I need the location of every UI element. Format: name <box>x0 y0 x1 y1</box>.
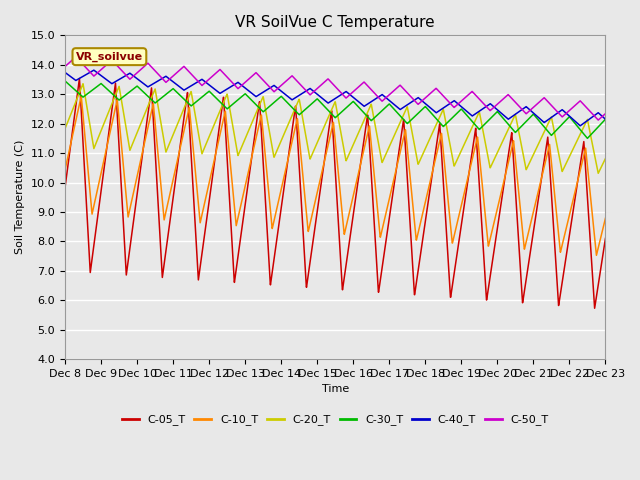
C-10_T <box>602 216 609 221</box>
Line: C-50_T: C-50_T <box>65 57 605 120</box>
C-50_T <box>602 111 609 117</box>
Legend: C-05_T, C-10_T, C-20_T, C-30_T, C-40_T, C-50_T: C-05_T, C-10_T, C-20_T, C-30_T, C-40_T, … <box>117 410 553 430</box>
C-10_T <box>269 225 276 231</box>
X-axis label: Time: Time <box>322 384 349 395</box>
C-20_T <box>155 108 163 114</box>
Line: C-10_T: C-10_T <box>65 96 605 255</box>
C-05_T <box>602 236 609 241</box>
C-05_T <box>533 206 541 212</box>
C-05_T <box>292 107 300 113</box>
C-30_T <box>155 97 163 103</box>
C-05_T <box>61 185 69 191</box>
C-40_T <box>533 113 541 119</box>
C-20_T <box>79 81 87 86</box>
Line: C-20_T: C-20_T <box>65 84 605 173</box>
Line: C-30_T: C-30_T <box>65 81 605 138</box>
C-50_T <box>292 77 300 83</box>
C-05_T <box>155 215 163 221</box>
C-40_T <box>292 95 300 100</box>
C-10_T <box>77 93 85 99</box>
C-50_T <box>591 114 599 120</box>
C-40_T <box>61 70 69 75</box>
C-20_T <box>269 146 276 152</box>
C-10_T <box>61 167 69 173</box>
Title: VR SoilVue C Temperature: VR SoilVue C Temperature <box>236 15 435 30</box>
C-40_T <box>591 112 599 118</box>
C-20_T <box>602 156 609 161</box>
C-30_T <box>268 101 276 107</box>
C-40_T <box>123 72 131 78</box>
C-40_T <box>602 116 609 122</box>
C-40_T <box>269 84 276 89</box>
C-20_T <box>123 130 131 135</box>
C-30_T <box>591 128 599 133</box>
C-05_T <box>591 305 598 311</box>
C-50_T <box>155 72 163 78</box>
C-30_T <box>584 135 591 141</box>
C-20_T <box>292 104 300 109</box>
Y-axis label: Soil Temperature (C): Soil Temperature (C) <box>15 140 25 254</box>
C-20_T <box>61 126 69 132</box>
C-10_T <box>292 122 300 128</box>
C-30_T <box>61 78 69 84</box>
C-50_T <box>595 117 602 123</box>
C-20_T <box>533 144 541 150</box>
C-05_T <box>123 268 131 274</box>
C-50_T <box>72 54 79 60</box>
C-30_T <box>123 91 131 97</box>
C-40_T <box>577 123 584 129</box>
C-05_T <box>269 268 276 274</box>
C-10_T <box>533 195 541 201</box>
Text: VR_soilvue: VR_soilvue <box>76 51 143 62</box>
C-10_T <box>123 201 131 206</box>
C-40_T <box>155 78 163 84</box>
C-20_T <box>591 154 599 160</box>
C-20_T <box>595 170 602 176</box>
C-50_T <box>123 73 131 79</box>
Line: C-05_T: C-05_T <box>65 78 605 308</box>
C-40_T <box>90 67 98 73</box>
C-50_T <box>269 87 276 93</box>
C-50_T <box>61 64 69 70</box>
C-05_T <box>591 302 599 308</box>
C-30_T <box>602 116 609 122</box>
C-50_T <box>533 101 541 107</box>
C-30_T <box>532 115 540 121</box>
C-30_T <box>292 108 300 114</box>
C-10_T <box>591 238 599 244</box>
Line: C-40_T: C-40_T <box>65 70 605 126</box>
C-10_T <box>593 252 600 258</box>
C-10_T <box>155 161 163 167</box>
C-05_T <box>76 75 83 81</box>
